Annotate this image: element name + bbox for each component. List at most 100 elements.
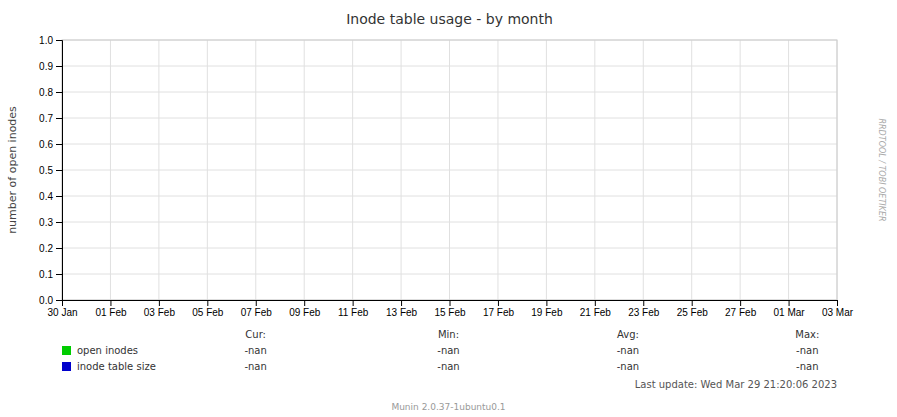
y-tick-mark <box>56 300 62 301</box>
chart: 30 Jan01 Feb03 Feb05 Feb07 Feb09 Feb11 F… <box>0 0 897 417</box>
y-tick-mark <box>56 222 62 223</box>
stat-value: -nan <box>796 361 818 372</box>
x-tick-label: 23 Feb <box>628 307 660 318</box>
x-axis: 30 Jan01 Feb03 Feb05 Feb07 Feb09 Feb11 F… <box>47 300 853 318</box>
y-axis: 0.0 0.1 0.2 0.3 0.4 0.5 0.6 0.7 0.8 0.9 1.0 <box>39 35 62 306</box>
x-tick-mark <box>110 300 111 306</box>
x-tick-label: 07 Feb <box>241 307 273 318</box>
x-tick: 09 Feb <box>289 300 321 318</box>
y-tick-label: 0.2 <box>39 243 53 254</box>
x-tick-label: 13 Feb <box>386 307 418 318</box>
y-tick-mark <box>56 274 62 275</box>
x-tick-label: 19 Feb <box>531 307 563 318</box>
x-tick: 15 Feb <box>434 300 466 318</box>
stat-value: -nan <box>437 361 459 372</box>
y-tick-label: 0.1 <box>39 269 53 280</box>
x-tick: 17 Feb <box>483 300 515 318</box>
y-tick-mark <box>56 40 62 41</box>
stat-header: Min: <box>438 329 459 340</box>
stat-value: -nan <box>617 361 639 372</box>
stat-value: -nan <box>796 345 818 356</box>
footer: Munin 2.0.37-1ubuntu0.1 <box>391 402 505 412</box>
x-tick: 03 Feb <box>144 300 176 318</box>
y-tick-label: 0.4 <box>39 191 53 202</box>
stat-value: -nan <box>244 361 266 372</box>
y-tick-mark <box>56 196 62 197</box>
y-tick-label: 1.0 <box>39 35 53 46</box>
x-tick-label: 03 Mar <box>822 307 854 318</box>
x-tick-mark <box>498 300 499 306</box>
y-tick-label: 0.8 <box>39 87 53 98</box>
x-tick-label: 25 Feb <box>677 307 709 318</box>
legend-label: inode table size <box>77 361 156 372</box>
x-tick-label: 21 Feb <box>580 307 612 318</box>
y-tick: 0.8 <box>39 87 62 98</box>
x-tick-label: 11 Feb <box>338 307 369 318</box>
x-tick: 11 Feb <box>338 300 369 318</box>
x-tick: 05 Feb <box>192 300 224 318</box>
x-tick-mark <box>401 300 402 306</box>
x-tick: 27 Feb <box>725 300 757 318</box>
y-tick: 0.3 <box>39 217 62 228</box>
x-tick-mark <box>837 300 838 306</box>
x-tick: 13 Feb <box>386 300 418 318</box>
y-tick-mark <box>56 144 62 145</box>
y-tick-label: 0.6 <box>39 139 53 150</box>
y-tick-mark <box>56 92 62 93</box>
y-tick: 0.4 <box>39 191 62 202</box>
y-tick-label: 0.9 <box>39 61 53 72</box>
x-tick-label: 01 Feb <box>95 307 127 318</box>
plot-area: 30 Jan01 Feb03 Feb05 Feb07 Feb09 Feb11 F… <box>39 35 854 318</box>
x-tick-label: 17 Feb <box>483 307 515 318</box>
legend-swatch <box>62 346 71 355</box>
x-tick-mark <box>692 300 693 306</box>
y-tick-mark <box>56 118 62 119</box>
x-tick-mark <box>740 300 741 306</box>
x-tick: 25 Feb <box>677 300 709 318</box>
y-tick: 0.7 <box>39 113 62 124</box>
x-tick-mark <box>353 300 354 306</box>
y-tick-mark <box>56 170 62 171</box>
grid-line <box>207 40 208 300</box>
y-tick: 0.0 <box>39 295 62 306</box>
grid <box>62 40 837 300</box>
title: Inode table usage - by month <box>346 11 553 27</box>
y-tick: 0.5 <box>39 165 62 176</box>
x-tick-label: 09 Feb <box>289 307 321 318</box>
grid-line <box>546 40 547 300</box>
y-tick-label: 0.3 <box>39 217 53 228</box>
grid-line <box>449 40 450 300</box>
x-tick-mark <box>159 300 160 306</box>
stat-header: Cur: <box>245 329 266 340</box>
y-tick-mark <box>56 66 62 67</box>
stat-header: Avg: <box>617 329 639 340</box>
grid-line <box>304 40 305 300</box>
grid-line <box>691 40 692 300</box>
x-tick-mark <box>304 300 305 306</box>
y-axis-line <box>56 41 63 301</box>
x-tick-mark <box>643 300 644 306</box>
grid-line <box>352 40 353 300</box>
x-tick-label: 05 Feb <box>192 307 224 318</box>
x-axis-line <box>63 301 838 307</box>
last-update: Last update: Wed Mar 29 21:20:06 2023 <box>635 379 837 390</box>
x-tick-mark <box>546 300 547 306</box>
y-tick-label: 0.5 <box>39 165 53 176</box>
y-tick-mark <box>56 248 62 249</box>
legend-swatch <box>62 362 71 371</box>
x-tick-mark <box>595 300 596 306</box>
x-tick-label: 27 Feb <box>725 307 757 318</box>
y-tick: 0.6 <box>39 139 62 150</box>
grid-line <box>594 40 595 300</box>
y-axis-label: number of open inodes <box>6 106 19 234</box>
grid-line <box>255 40 256 300</box>
x-tick-label: 15 Feb <box>434 307 466 318</box>
legend: open inodesinode table size <box>62 345 156 372</box>
x-tick-mark <box>256 300 257 306</box>
grid-line <box>740 40 741 300</box>
x-tick: 07 Feb <box>241 300 273 318</box>
grid-line <box>110 40 111 300</box>
stat-header: Max: <box>795 329 819 340</box>
grid-line <box>401 40 402 300</box>
x-tick: 19 Feb <box>531 300 563 318</box>
